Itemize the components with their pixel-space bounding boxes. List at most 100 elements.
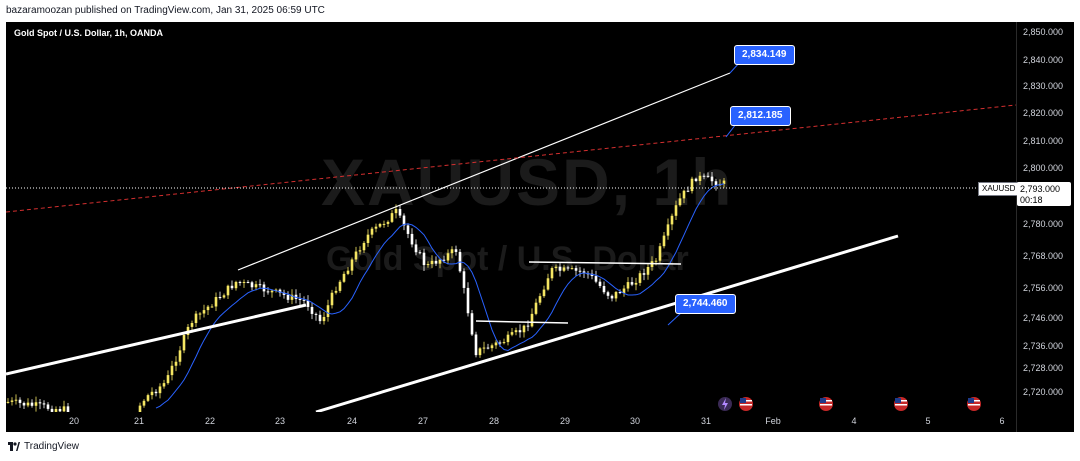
candlestick-series xyxy=(6,171,726,412)
candle-body xyxy=(334,290,338,293)
candle-body xyxy=(298,298,302,300)
candle-body xyxy=(170,365,174,376)
candle-body xyxy=(278,289,282,293)
candle-body xyxy=(314,313,318,315)
candle-body xyxy=(162,383,166,387)
candle-body xyxy=(694,178,698,181)
candle-body xyxy=(58,408,62,412)
candle-body xyxy=(370,228,374,235)
candle-body xyxy=(198,313,202,315)
candle-body xyxy=(606,292,610,296)
candle-body xyxy=(702,175,706,177)
candle-body xyxy=(418,252,422,254)
candle-body xyxy=(158,386,162,394)
candle-body xyxy=(470,313,474,335)
resistance-dashed-line xyxy=(6,104,1016,213)
candle-body xyxy=(414,244,418,253)
candle-body xyxy=(54,408,58,412)
support-level-line xyxy=(475,320,569,324)
candle-body xyxy=(38,402,42,404)
us-flag-icon[interactable] xyxy=(967,397,981,411)
time-axis[interactable]: 20 21 22 23 24 27 28 29 30 31 Feb 4 5 6 xyxy=(6,412,1016,432)
candle-body xyxy=(10,400,14,402)
candle-body xyxy=(206,306,210,311)
upper-channel-line xyxy=(237,72,731,271)
price-tick-label: 2,800.000 xyxy=(1023,163,1064,173)
candle-body xyxy=(242,281,246,283)
price-tick-label: 2,810.000 xyxy=(1023,136,1064,146)
candle-body xyxy=(422,252,426,266)
time-axis-label: 22 xyxy=(204,416,216,426)
candle-body xyxy=(246,281,250,283)
candle-body xyxy=(234,281,238,289)
range-top-line xyxy=(528,261,682,265)
price-axis[interactable]: 2,850.000 2,840.000 2,830.000 2,820.000 2,81… xyxy=(1016,22,1074,432)
candle-body xyxy=(26,402,30,406)
candle-body xyxy=(30,402,34,406)
resistance-price-callout[interactable]: 2,812.185 xyxy=(730,106,791,126)
candle-body xyxy=(442,259,446,261)
candle-body xyxy=(290,294,294,300)
candle-body xyxy=(138,405,142,412)
candle-body xyxy=(202,310,206,314)
candle-body xyxy=(618,292,622,294)
candle-body xyxy=(562,267,566,271)
us-flag-icon[interactable] xyxy=(819,397,833,411)
candle-body xyxy=(258,284,262,286)
candle-body xyxy=(610,295,614,299)
candle-body xyxy=(306,300,310,307)
price-tick-label: 2,768.000 xyxy=(1023,251,1064,261)
time-axis-label: 23 xyxy=(274,416,286,426)
time-axis-label: 5 xyxy=(925,416,931,426)
candle-body xyxy=(6,401,10,403)
candle-body xyxy=(510,332,514,335)
candle-body xyxy=(678,198,682,206)
price-pane[interactable] xyxy=(6,22,1016,412)
us-flag-icon[interactable] xyxy=(739,397,753,411)
candle-body xyxy=(270,290,274,293)
candle-body xyxy=(42,403,46,405)
candle-body xyxy=(62,406,66,412)
candle-body xyxy=(378,223,382,227)
candle-body xyxy=(238,281,242,283)
candle-body xyxy=(266,291,270,293)
candle-body xyxy=(598,281,602,286)
lightning-icon[interactable] xyxy=(718,397,732,411)
us-flag-icon[interactable] xyxy=(894,397,908,411)
price-tick-label: 2,736.000 xyxy=(1023,341,1064,351)
candle-body xyxy=(406,225,410,234)
footer: TradingView xyxy=(0,432,1080,461)
time-axis-label: 24 xyxy=(346,416,358,426)
candle-body xyxy=(358,250,362,252)
candle-body xyxy=(386,221,390,224)
candle-body xyxy=(174,361,178,366)
candle-body xyxy=(22,402,26,406)
time-axis-label: 4 xyxy=(851,416,857,426)
publish-line: bazaramoozan published on TradingView.co… xyxy=(6,5,325,16)
candle-body xyxy=(626,282,630,289)
symbol-title: Gold Spot / U.S. Dollar, 1h, OANDA xyxy=(14,28,164,38)
price-tick-label: 2,780.000 xyxy=(1023,219,1064,229)
candle-body xyxy=(254,284,258,288)
time-axis-label: 29 xyxy=(559,416,571,426)
time-axis-label: 21 xyxy=(133,416,145,426)
footer-brand: TradingView xyxy=(24,441,80,452)
candle-body xyxy=(582,271,586,274)
candle-body xyxy=(482,347,486,349)
candle-body xyxy=(542,289,546,297)
candle-body xyxy=(690,178,694,192)
candle-body xyxy=(622,288,626,293)
candle-body xyxy=(350,259,354,271)
candle-body xyxy=(662,235,666,247)
candle-body xyxy=(462,271,466,288)
current-price-badge: 2,793.000 00:18 xyxy=(1017,182,1071,206)
chart-panel[interactable]: XAUUSD, 1h Gold Spot / U.S. Dollar Gold … xyxy=(6,22,1074,432)
candle-body xyxy=(526,325,530,327)
upper-channel-price-callout[interactable]: 2,834.149 xyxy=(734,45,795,65)
candle-body xyxy=(214,297,218,307)
candle-body xyxy=(658,246,662,261)
lower-channel-price-callout[interactable]: 2,744.460 xyxy=(675,294,736,314)
price-tick-label: 2,850.000 xyxy=(1023,27,1064,37)
price-tick-label: 2,830.000 xyxy=(1023,81,1064,91)
candle-body xyxy=(210,306,214,308)
